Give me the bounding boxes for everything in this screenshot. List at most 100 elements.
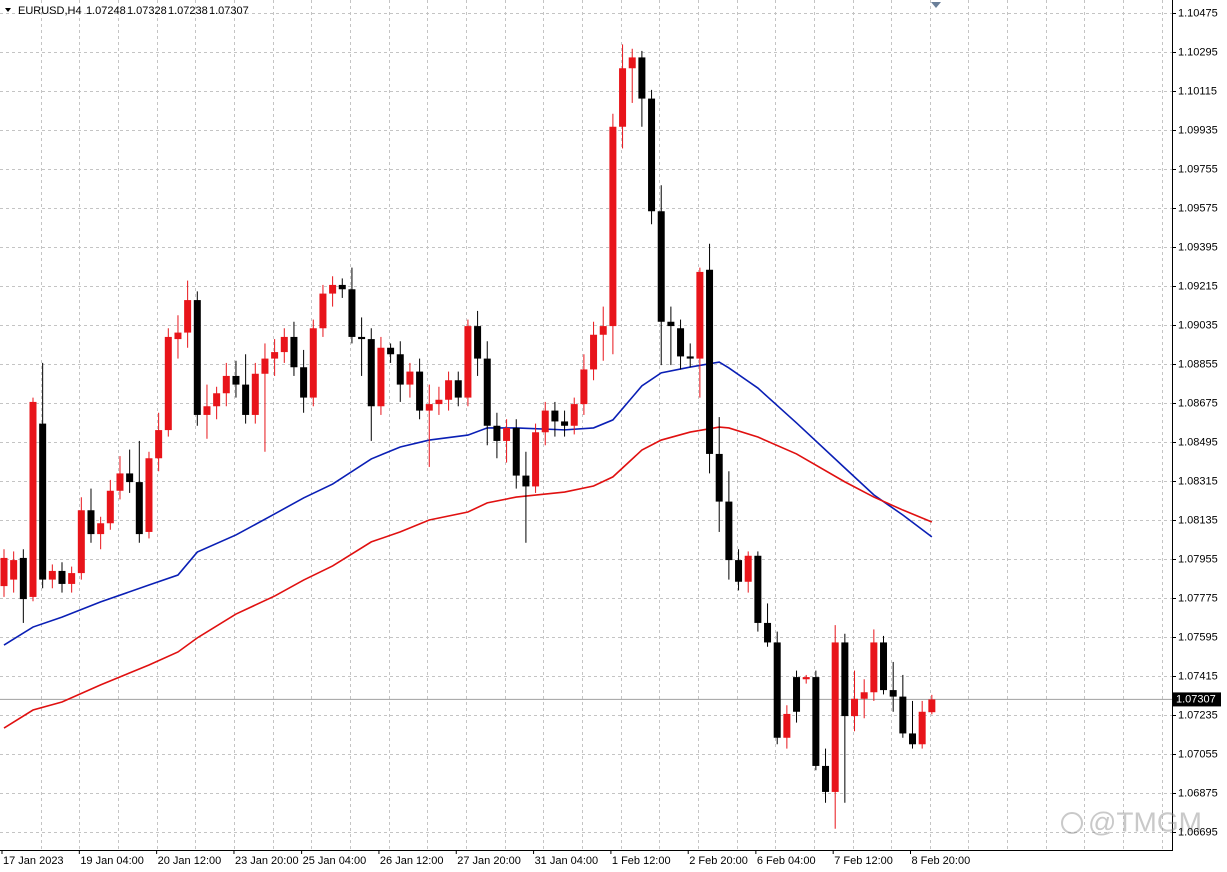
price-label: 1.07307: [1176, 693, 1216, 705]
candle-body: [261, 358, 269, 374]
candle-body: [590, 334, 598, 370]
y-tick-label: 1.08855: [1178, 358, 1218, 370]
y-tick-label: 1.09575: [1178, 202, 1218, 214]
candle-body: [184, 300, 192, 333]
candle-body: [0, 557, 8, 587]
candle-body: [213, 393, 221, 407]
header-open: 1.07248: [86, 5, 126, 17]
candle-body: [870, 642, 878, 693]
x-tick-label: 6 Feb 04:00: [757, 855, 816, 867]
candle-body: [193, 300, 201, 415]
candle-body: [725, 501, 733, 561]
header-high: 1.07328: [127, 5, 167, 17]
header-close: 1.07307: [209, 5, 249, 17]
price-label-bg: [1173, 692, 1221, 707]
y-tick-label: 1.07595: [1178, 631, 1218, 643]
candle-body: [416, 371, 424, 411]
candle-body: [783, 713, 791, 738]
watermark: @TMGM: [1088, 806, 1202, 837]
candle-body: [155, 430, 163, 459]
candle-body: [619, 68, 627, 127]
candle-body: [628, 57, 636, 69]
x-tick-label: 7 Feb 12:00: [834, 855, 893, 867]
candle-body: [135, 482, 143, 535]
candle-body: [909, 733, 917, 745]
candle-body: [348, 289, 356, 337]
candle-body: [889, 690, 897, 697]
candle-body: [667, 321, 675, 327]
x-tick-label: 8 Feb 20:00: [912, 855, 971, 867]
candle-body: [599, 326, 607, 335]
candle-body: [396, 354, 404, 385]
candle-body: [696, 271, 704, 359]
y-tick-label: 1.10295: [1178, 46, 1218, 58]
candle-body: [580, 369, 588, 405]
candle-body: [425, 404, 433, 411]
candle-body: [677, 328, 685, 357]
candle-body: [841, 642, 849, 717]
menu-arrow[interactable]: [5, 8, 11, 12]
y-tick-label: 1.07055: [1178, 748, 1218, 760]
x-tick-label: 17 Jan 2023: [3, 855, 64, 867]
candle-body: [503, 427, 511, 441]
y-tick-label: 1.09935: [1178, 124, 1218, 136]
candle-body: [68, 573, 76, 584]
candle-body: [232, 375, 240, 385]
plot: [0, 44, 1172, 829]
candle-body: [880, 642, 888, 691]
candle-body: [406, 371, 414, 385]
x-tick-label: 2 Feb 20:00: [689, 855, 748, 867]
candle-body: [145, 458, 153, 532]
y-tick-label: 1.09755: [1178, 163, 1218, 175]
candle-body: [899, 696, 907, 734]
y-tick-label: 1.06695: [1178, 826, 1218, 838]
candle-body: [358, 336, 366, 340]
candle-body: [541, 410, 549, 433]
candle-body: [290, 336, 298, 368]
candle-body: [174, 332, 182, 340]
candle-body: [918, 711, 926, 745]
candle-body: [10, 560, 18, 580]
candle-body: [474, 326, 482, 359]
candle-body: [551, 410, 559, 422]
candle-body: [435, 399, 443, 405]
x-tick-label: 25 Jan 04:00: [303, 855, 367, 867]
candle-body: [387, 347, 395, 355]
candle-body: [97, 523, 105, 535]
y-tick-label: 1.09035: [1178, 319, 1218, 331]
candle-body: [319, 293, 327, 329]
candle-body: [203, 406, 211, 415]
candle-body: [454, 380, 462, 398]
candle-body: [58, 570, 66, 584]
candle-body: [29, 401, 37, 597]
candle-body: [367, 339, 375, 407]
candle-body: [561, 421, 569, 426]
candle-body: [271, 352, 279, 359]
candle-body: [493, 425, 501, 441]
candle-body: [928, 699, 936, 713]
candle-body: [48, 570, 56, 580]
candle-body: [309, 328, 317, 398]
candle-body: [532, 432, 540, 487]
candle-body: [164, 336, 172, 431]
candle-body: [831, 642, 839, 792]
y-tick-label: 1.08675: [1178, 397, 1218, 409]
candle-body: [19, 557, 27, 600]
x-tick-label: 31 Jan 04:00: [535, 855, 599, 867]
candle-body: [860, 692, 868, 699]
candle-body: [116, 473, 124, 491]
candle-body: [126, 473, 134, 483]
symbol: EURUSD,H4: [18, 5, 82, 17]
candle-body: [300, 367, 308, 398]
x-tick-label: 23 Jan 20:00: [235, 855, 299, 867]
candle-body: [87, 510, 95, 535]
candle-body: [735, 560, 743, 582]
candle-body: [77, 510, 85, 574]
y-tick-label: 1.09215: [1178, 280, 1218, 292]
candle-body: [222, 375, 230, 394]
x-tick-label: 27 Jan 20:00: [457, 855, 521, 867]
candle-body: [377, 347, 385, 407]
candle-body: [657, 211, 665, 322]
candle-body: [686, 356, 694, 359]
